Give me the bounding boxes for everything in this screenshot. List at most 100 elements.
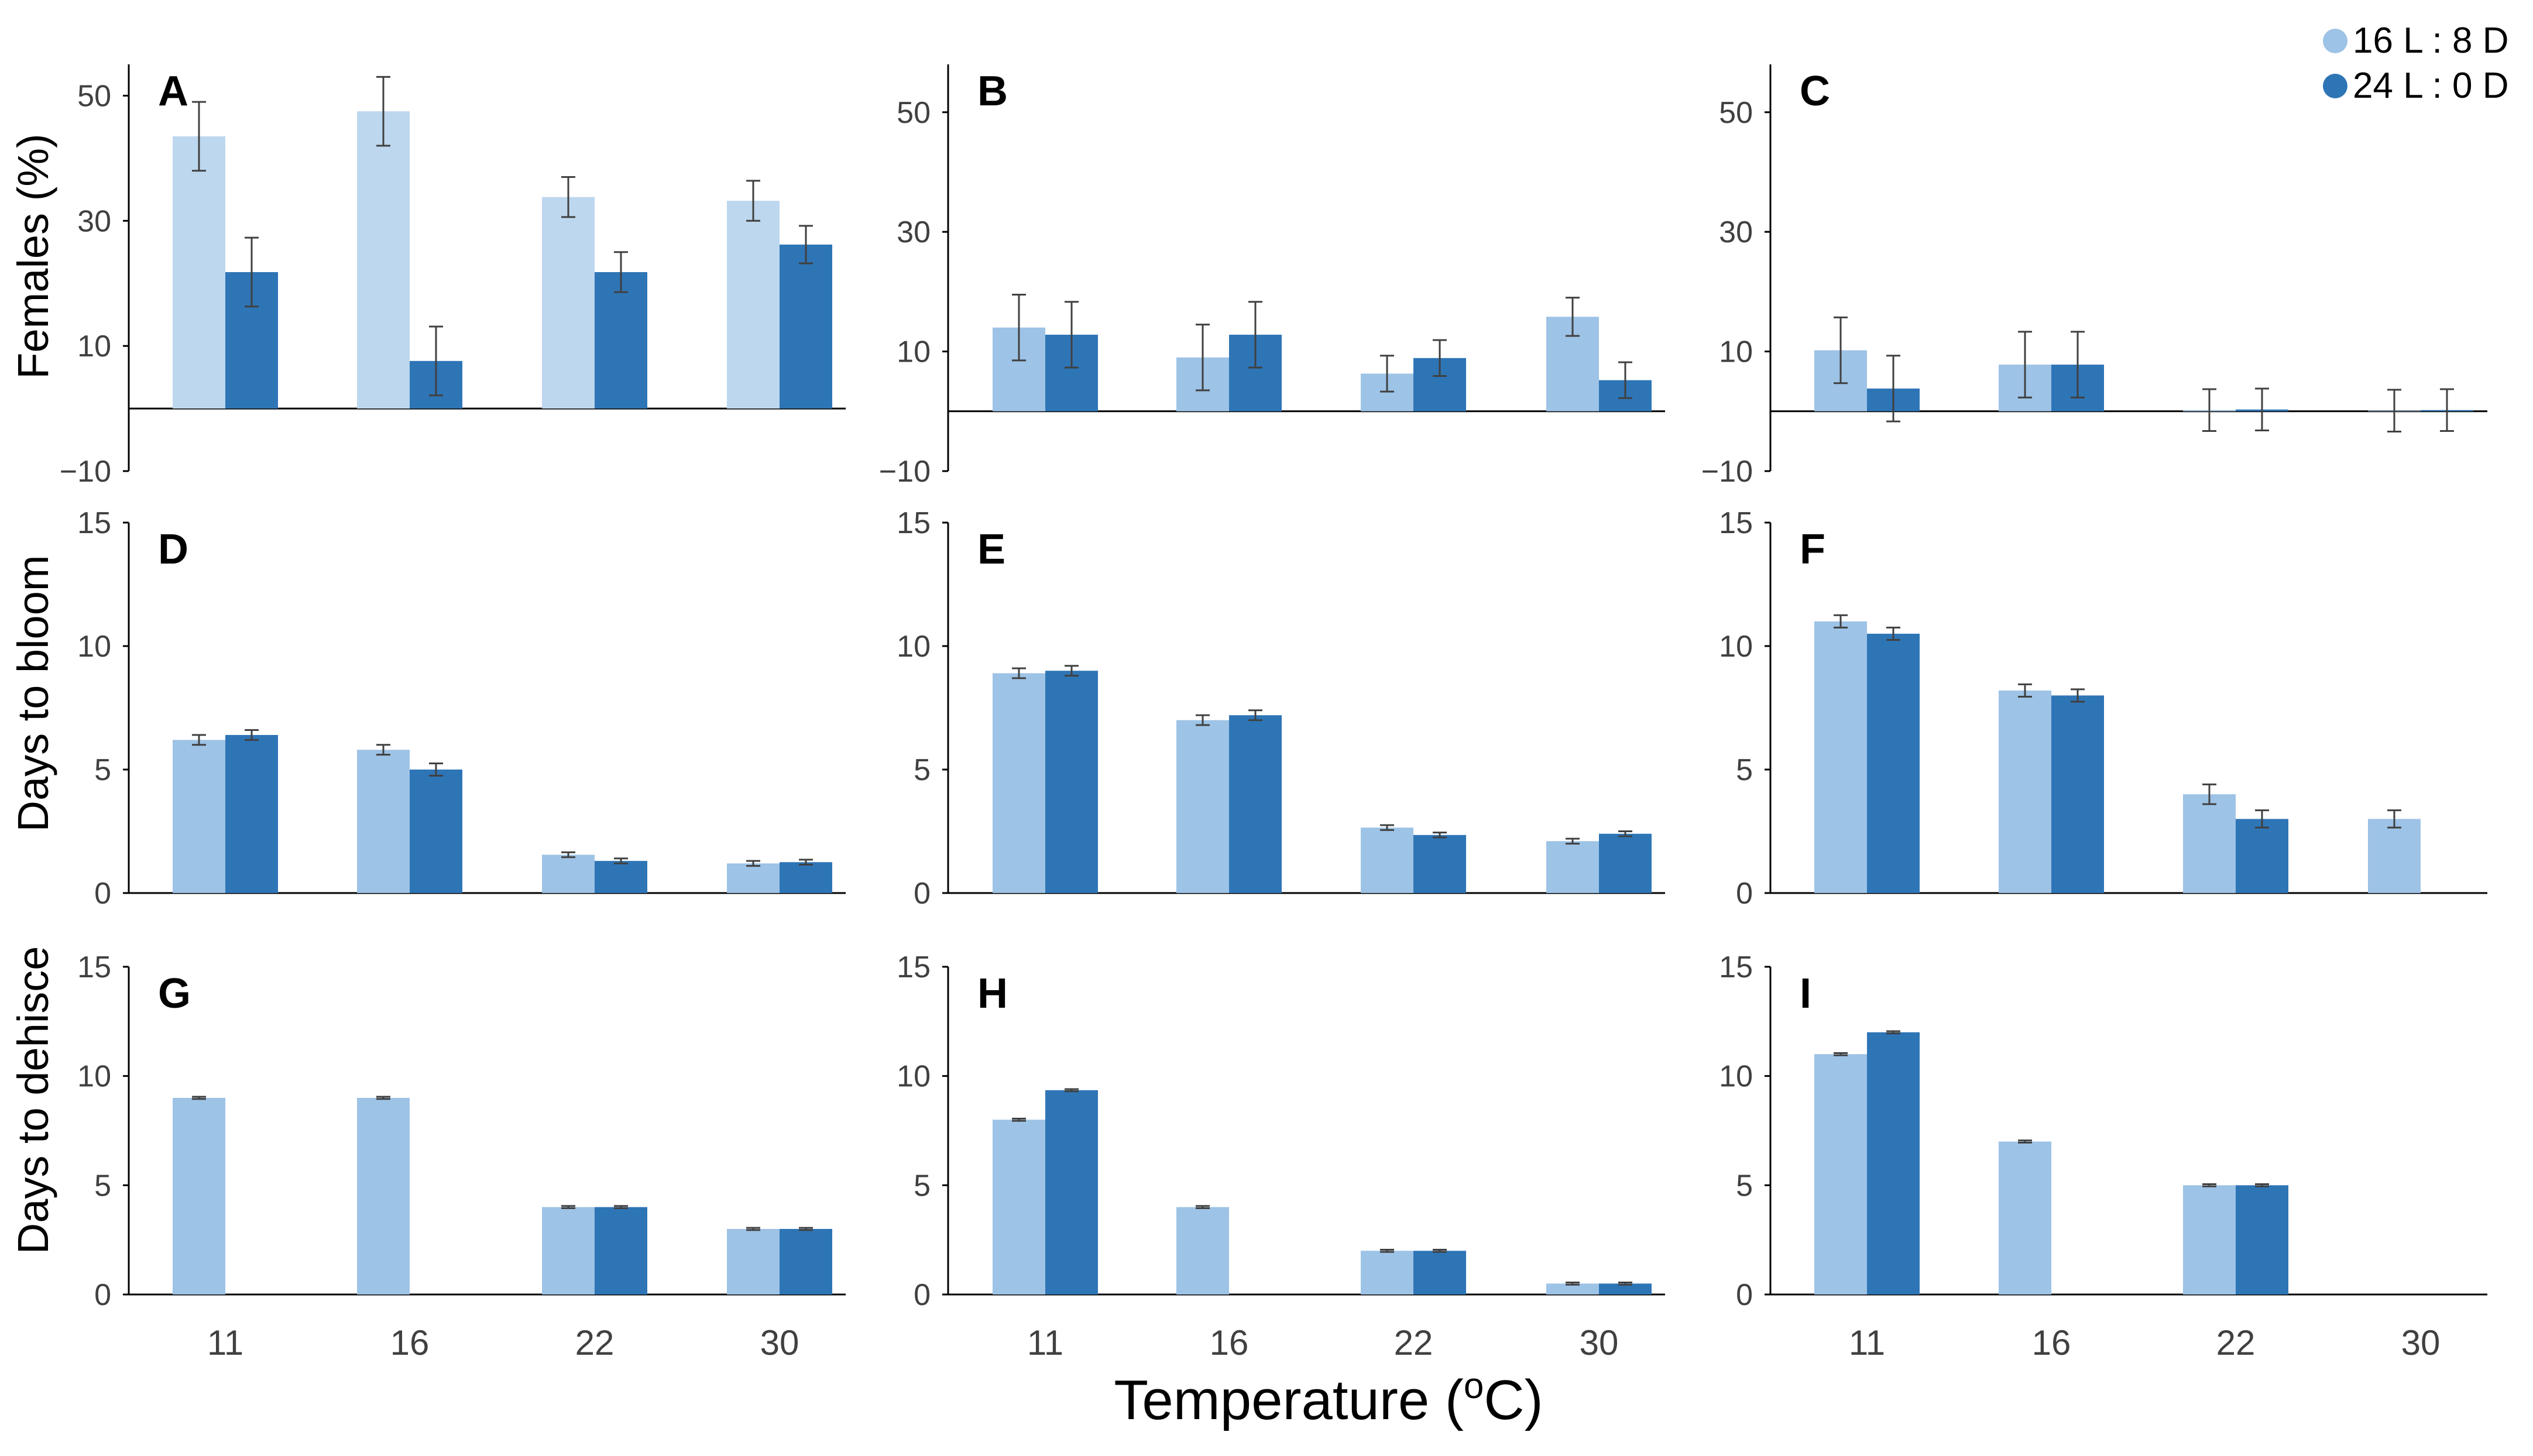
panel-H: 0 5 10 15 H 11 16 22 30 <box>897 950 1665 1362</box>
bar-F-11-s1 <box>1814 621 1867 893</box>
bar-G-11-s1 <box>173 1098 225 1294</box>
bar-F-30-s1 <box>2368 819 2421 893</box>
panel-letter-G: G <box>158 970 191 1017</box>
bar-I-11-s1 <box>1814 1054 1867 1294</box>
y-tick-label: 50 <box>1719 96 1753 130</box>
y-tick-label: 5 <box>94 1169 111 1203</box>
panel-B: −10 10 30 50 B <box>879 64 1665 489</box>
bar-D-22-s1 <box>542 854 595 893</box>
panel-E: 0 5 10 15 E <box>897 506 1665 911</box>
legend-label-16L8D: 16 L : 8 D <box>2353 20 2509 61</box>
y-tick-label: 15 <box>77 506 111 540</box>
bar-E-22-s1 <box>1361 827 1413 893</box>
y-tick-label: 0 <box>914 877 931 911</box>
bar-D-16-s2 <box>410 770 462 893</box>
y-tick-label: 30 <box>1719 215 1753 249</box>
y-tick-label: 5 <box>1736 753 1753 787</box>
bar-A-11-s1 <box>173 136 225 409</box>
bar-A-30-s1 <box>727 201 780 409</box>
x-tick-label: 30 <box>760 1323 799 1362</box>
bar-A-22-s1 <box>542 197 595 409</box>
panel-I: 0 5 10 15 I 11 16 22 30 <box>1719 950 2487 1362</box>
y-tick-label: 0 <box>1736 877 1753 911</box>
bar-E-22-s2 <box>1413 835 1466 893</box>
x-tick-label: 16 <box>2032 1323 2071 1362</box>
bar-G-22-s1 <box>542 1207 595 1294</box>
bar-A-22-s2 <box>595 272 647 409</box>
bar-E-11-s2 <box>1045 671 1098 893</box>
y-tick-label: 30 <box>897 215 931 249</box>
y-tick-label: 0 <box>1736 1278 1753 1312</box>
bar-G-22-s2 <box>595 1207 647 1294</box>
legend-label-24L0D: 24 L : 0 D <box>2353 66 2509 106</box>
bar-I-11-s2 <box>1867 1032 1920 1294</box>
y-tick-label: 5 <box>1736 1169 1753 1203</box>
y-tick-label: 10 <box>897 630 931 664</box>
bar-E-30-s1 <box>1546 841 1599 893</box>
panel-letter-H: H <box>977 970 1008 1017</box>
bar-H-22-s2 <box>1413 1251 1466 1294</box>
bar-D-11-s1 <box>173 740 225 893</box>
y-tick-label: 10 <box>77 329 111 363</box>
bar-E-16-s1 <box>1176 720 1229 893</box>
bar-D-30-s1 <box>727 863 780 893</box>
x-tick-label: 30 <box>2401 1323 2441 1362</box>
bar-H-30-s1 <box>1546 1283 1599 1294</box>
bar-F-22-s1 <box>2183 794 2236 893</box>
y-tick-label: 0 <box>94 1278 111 1312</box>
x-tick-label: 11 <box>1027 1323 1063 1362</box>
bar-D-16-s1 <box>357 750 410 893</box>
y-tick-label: 15 <box>897 950 931 984</box>
legend-swatch-16L8D <box>2323 29 2347 53</box>
panel-A: −10 10 30 50 A <box>60 64 846 489</box>
y-tick-label: 15 <box>897 506 931 540</box>
panel-letter-F: F <box>1800 526 1825 573</box>
y-tick-label: 5 <box>914 1169 931 1203</box>
x-tick-label: 22 <box>575 1323 615 1362</box>
y-tick-label: 15 <box>1719 950 1753 984</box>
bar-F-16-s2 <box>2051 695 2104 893</box>
x-axis-title-super: o <box>1464 1366 1484 1406</box>
bar-I-22-s1 <box>2183 1185 2236 1294</box>
panel-letter-D: D <box>158 526 188 573</box>
bar-H-16-s1 <box>1176 1207 1229 1294</box>
panel-letter-C: C <box>1800 68 1830 115</box>
row-ylabel-dehisce: Days to dehisce <box>9 946 57 1255</box>
bar-A-16-s1 <box>357 111 410 409</box>
y-tick-label: 10 <box>897 1060 931 1094</box>
x-tick-label: 22 <box>2216 1323 2256 1362</box>
bar-F-16-s1 <box>1999 690 2051 893</box>
y-tick-label: −10 <box>879 455 931 489</box>
x-tick-label: 11 <box>207 1323 243 1362</box>
x-tick-label: 16 <box>1210 1323 1249 1362</box>
panel-letter-E: E <box>977 526 1005 573</box>
y-tick-label: 10 <box>1719 1060 1753 1094</box>
panel-letter-B: B <box>977 68 1008 115</box>
y-tick-label: 15 <box>1719 506 1753 540</box>
bar-I-22-s2 <box>2236 1185 2288 1294</box>
bar-D-22-s2 <box>595 861 647 893</box>
y-tick-label: 10 <box>1719 630 1753 664</box>
bar-A-30-s2 <box>780 244 832 409</box>
row-ylabel-bloom: Days to bloom <box>9 555 57 832</box>
bar-H-30-s2 <box>1599 1283 1652 1294</box>
panel-F: 0 5 10 15 F <box>1719 506 2487 911</box>
bar-E-16-s2 <box>1229 715 1282 893</box>
bar-I-16-s1 <box>1999 1141 2051 1294</box>
panel-D: 0 5 10 15 D <box>77 506 846 911</box>
y-tick-label: 5 <box>94 753 111 787</box>
bar-D-11-s2 <box>225 734 278 893</box>
legend-swatch-24L0D <box>2323 74 2347 98</box>
legend: 16 L : 8 D 24 L : 0 D <box>2323 20 2509 106</box>
bar-G-16-s1 <box>357 1098 410 1294</box>
panel-G: 0 5 10 15 G 11 16 22 30 <box>77 950 846 1362</box>
x-tick-label: 30 <box>1580 1323 1619 1362</box>
y-tick-label: 0 <box>94 877 111 911</box>
y-tick-label: 15 <box>77 950 111 984</box>
x-tick-label: 22 <box>1394 1323 1433 1362</box>
bar-H-22-s1 <box>1361 1251 1413 1294</box>
y-tick-label: −10 <box>1701 455 1753 489</box>
y-tick-label: 50 <box>77 79 111 113</box>
